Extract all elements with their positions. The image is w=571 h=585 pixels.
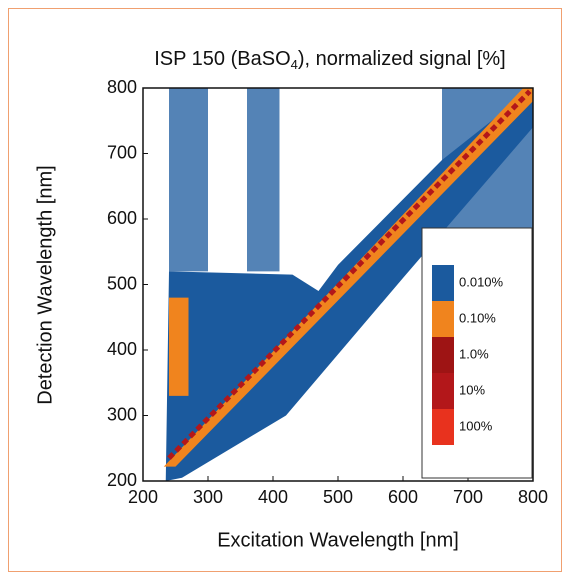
- x-tick-label: 700: [453, 487, 483, 507]
- contour-region: [247, 88, 280, 272]
- y-tick-label: 200: [107, 470, 137, 490]
- y-tick-label: 500: [107, 273, 137, 293]
- y-tick-label: 700: [107, 142, 137, 162]
- legend-label: 10%: [459, 382, 485, 397]
- x-tick-label: 200: [128, 487, 158, 507]
- ridge: [167, 89, 532, 460]
- x-axis-label: Excitation Wavelength [nm]: [217, 529, 459, 551]
- y-tick-label: 800: [107, 77, 137, 97]
- legend-label: 0.010%: [459, 274, 504, 289]
- legend-swatch: [432, 337, 454, 373]
- x-tick-label: 500: [323, 487, 353, 507]
- legend-swatch: [432, 265, 454, 301]
- legend-swatch: [432, 409, 454, 445]
- x-tick-label: 600: [388, 487, 418, 507]
- legend-swatch: [432, 373, 454, 409]
- legend-label: 100%: [459, 418, 493, 433]
- x-tick-label: 800: [518, 487, 548, 507]
- y-axis-label: Detection Wavelength [nm]: [34, 165, 56, 404]
- frame: [8, 8, 562, 572]
- contour-region: [169, 297, 189, 396]
- contour-region: [169, 88, 208, 272]
- y-tick-label: 400: [107, 339, 137, 359]
- x-tick-label: 300: [193, 487, 223, 507]
- legend-label: 0.10%: [459, 310, 496, 325]
- y-tick-label: 600: [107, 208, 137, 228]
- legend-swatch: [432, 301, 454, 337]
- y-tick-label: 300: [107, 404, 137, 424]
- x-tick-label: 400: [258, 487, 288, 507]
- chart-title: ISP 150 (BaSO4), normalized signal [%]: [154, 48, 506, 72]
- legend-label: 1.0%: [459, 346, 489, 361]
